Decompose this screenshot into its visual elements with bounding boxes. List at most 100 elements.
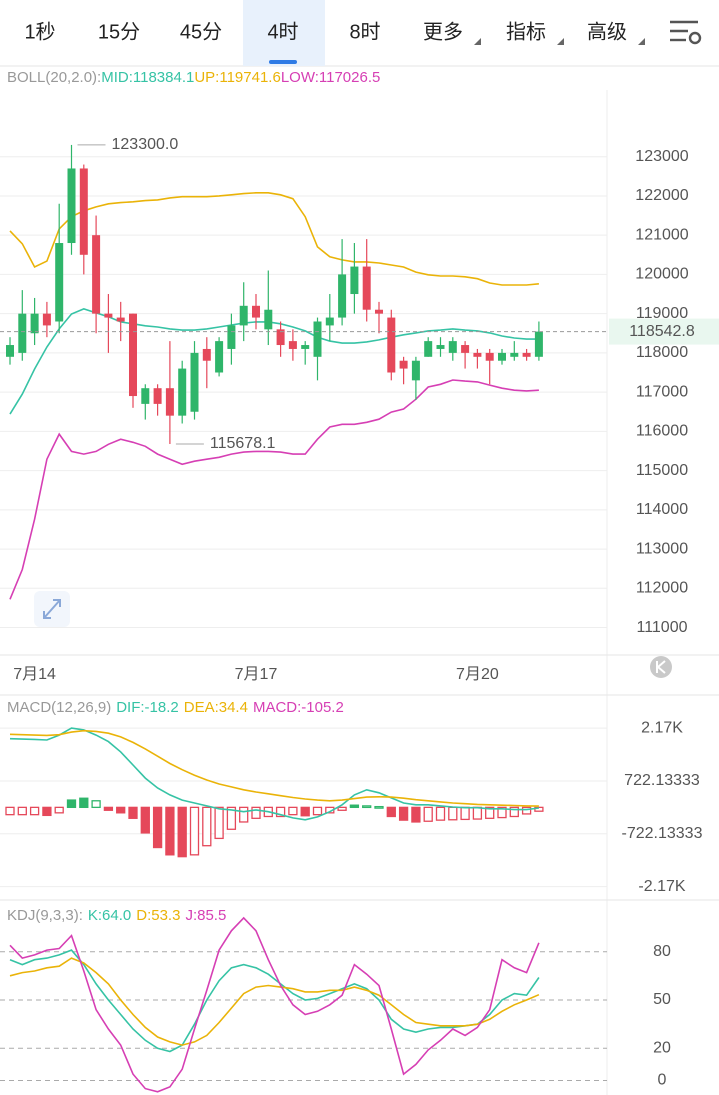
- macd-bar: [29, 806, 40, 816]
- tab-active-bg: [243, 0, 325, 66]
- macd-bar: [300, 806, 310, 817]
- macd-bar: [497, 806, 507, 819]
- candle-body: [264, 309, 273, 330]
- dropdown-caret: [474, 38, 481, 45]
- y-tick-label: -722.13333: [622, 825, 703, 842]
- indicator-line: [9, 727, 540, 821]
- x-tick-label: 7月20: [456, 666, 499, 683]
- indicator-legend: MACD(12,26,9) DIF:-18.2 DEA:34.4 MACD:-105.…: [7, 699, 344, 716]
- y-tick-label: 113000: [636, 540, 688, 557]
- indicator-line: [9, 729, 539, 807]
- expand-icon[interactable]: [34, 591, 70, 627]
- icon-gear: [688, 31, 702, 45]
- candle-body: [67, 168, 76, 244]
- macd-bar: [165, 806, 175, 856]
- y-tick-label: 20: [653, 1040, 671, 1057]
- tab[interactable]: 更多: [423, 20, 463, 43]
- macd-bar: [521, 806, 532, 815]
- candle-body: [411, 360, 420, 381]
- y-tick-label: 115000: [636, 462, 688, 479]
- candle-body: [498, 352, 506, 361]
- settings-icon[interactable]: [670, 20, 702, 45]
- tab[interactable]: 45分: [180, 20, 222, 43]
- macd-bar: [214, 806, 224, 840]
- indicator-name: MACD(12,26,9): [7, 699, 111, 716]
- legend-entry: LOW:117026.5: [281, 69, 381, 86]
- tab[interactable]: 1秒: [24, 20, 55, 43]
- tab[interactable]: 高级: [587, 20, 627, 43]
- macd-bar: [337, 806, 347, 811]
- indicator-name: KDJ(9,3,3):: [7, 907, 83, 924]
- y-tick-label: 80: [653, 943, 671, 960]
- candle-body: [375, 309, 383, 314]
- tab-underline: [269, 60, 297, 64]
- dropdown-caret: [557, 38, 564, 45]
- macd-bar: [239, 806, 249, 823]
- macd-bar: [189, 806, 200, 856]
- y-tick-label: 112000: [636, 580, 688, 597]
- macd-bar: [251, 806, 261, 819]
- candle-body: [350, 266, 359, 295]
- candle-body: [55, 243, 64, 322]
- candle-body: [485, 352, 494, 361]
- plot: [5, 727, 544, 858]
- macd-bar: [66, 799, 77, 809]
- macd-bar: [509, 806, 519, 818]
- tab[interactable]: 15分: [98, 20, 140, 43]
- candle-body: [313, 321, 322, 357]
- plot: [6, 144, 543, 600]
- macd-bar: [5, 806, 15, 816]
- candle-body: [522, 352, 531, 357]
- macd-bar: [152, 806, 163, 849]
- macd-bar: [386, 806, 396, 818]
- macd-bar: [398, 806, 409, 821]
- candle-body: [116, 317, 125, 322]
- candle-body: [534, 331, 543, 357]
- indicator-line: [9, 192, 539, 286]
- candle-body: [79, 168, 88, 255]
- y-tick-label: 722.13333: [624, 772, 700, 789]
- macd-bar: [485, 806, 495, 819]
- macd-bar: [91, 800, 101, 809]
- y-tick-label: 50: [653, 991, 671, 1008]
- candle-body: [448, 341, 457, 353]
- candle-body: [387, 317, 396, 373]
- candle-body: [239, 305, 248, 326]
- legend-entry: DEA:34.4: [184, 699, 248, 716]
- tab[interactable]: 4时: [267, 20, 298, 43]
- macd-bar: [448, 806, 458, 821]
- icon-arrows: [43, 599, 61, 619]
- candle-body: [362, 266, 371, 310]
- tab[interactable]: 指标: [506, 20, 546, 43]
- candle-body: [30, 313, 39, 334]
- macd-bar: [177, 806, 187, 858]
- tab[interactable]: 8时: [349, 20, 380, 43]
- x-tick-label: 7月17: [235, 666, 278, 683]
- legend-entry: MID:118384.1: [101, 69, 194, 86]
- macd-bar: [42, 806, 52, 817]
- candle-body: [301, 345, 310, 349]
- macd-bar: [472, 806, 483, 820]
- y-tick-label: 2.17K: [641, 719, 683, 736]
- legend-entry: J:85.5: [185, 907, 226, 924]
- macd-bar: [435, 806, 446, 821]
- macd-bar: [128, 806, 138, 819]
- y-tick-label: 120000: [635, 266, 688, 283]
- indicator-line: [9, 957, 540, 1046]
- indicator-line: [9, 379, 539, 600]
- macd-bar: [275, 806, 286, 818]
- macd-bar: [312, 806, 323, 816]
- candle-body: [42, 313, 51, 326]
- plot: [9, 916, 540, 1093]
- candle-body: [424, 341, 433, 357]
- candle-body: [436, 345, 445, 349]
- k-button[interactable]: [650, 656, 672, 678]
- y-tick-label: 114000: [636, 501, 688, 518]
- candle-body: [178, 368, 187, 416]
- y-tick-label: 117000: [636, 383, 688, 400]
- y-tick-label: 119000: [636, 305, 688, 322]
- macd-bar: [362, 805, 372, 809]
- y-tick-label: 121000: [635, 226, 688, 243]
- y-tick-label: 116000: [636, 423, 688, 440]
- candle-body: [153, 388, 162, 404]
